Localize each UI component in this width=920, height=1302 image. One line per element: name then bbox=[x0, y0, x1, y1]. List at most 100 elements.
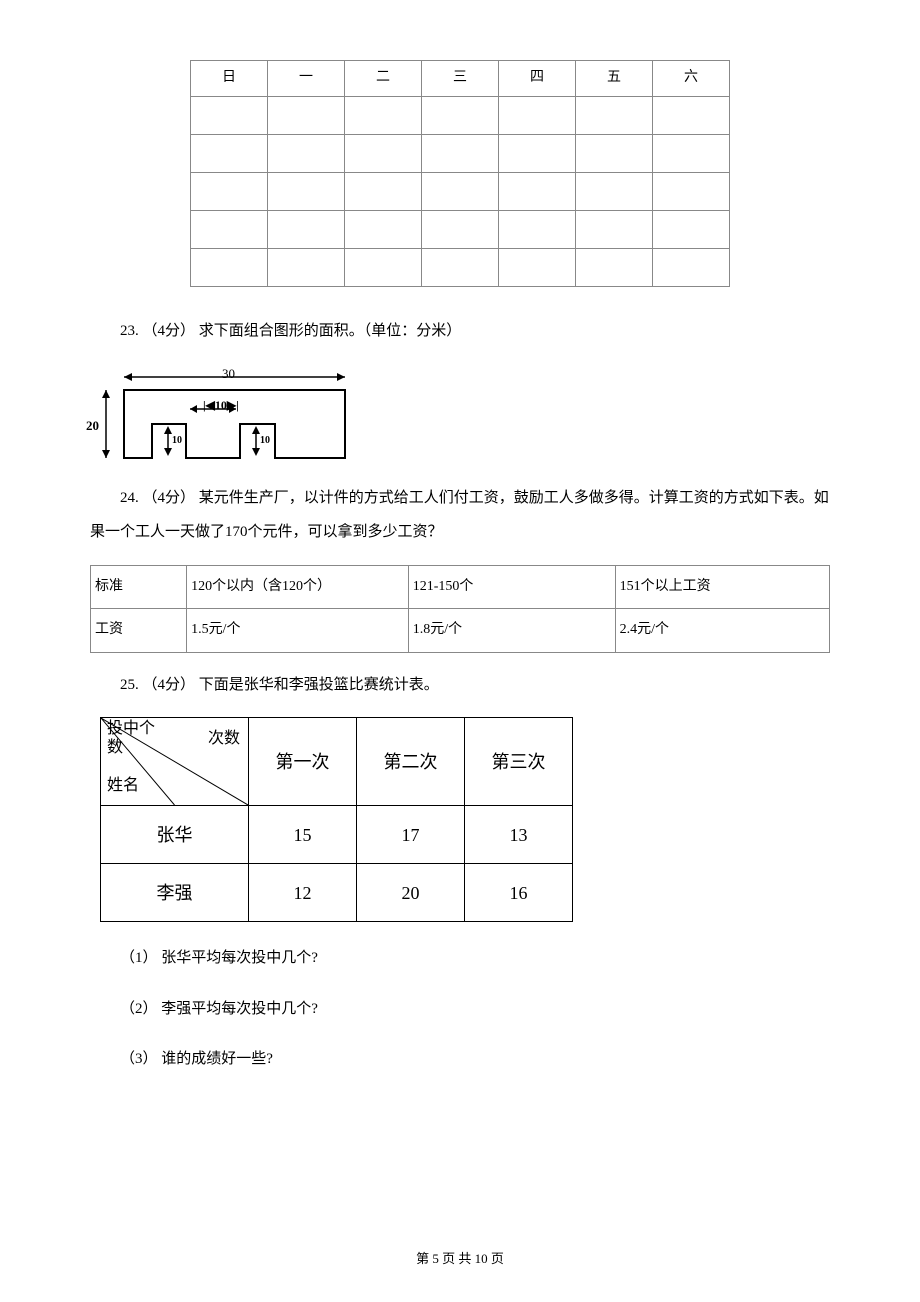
dim-h10a-label: 10 bbox=[172, 431, 182, 450]
q24-points: （4分） bbox=[143, 490, 196, 506]
q24-label: 24. bbox=[120, 490, 139, 506]
q25-text: 25. （4分） 下面是张华和李强投篮比赛统计表。 bbox=[90, 671, 830, 700]
calendar-header-row: 日 一 二 三 四 五 六 bbox=[191, 61, 730, 97]
calendar-row bbox=[191, 135, 730, 173]
calendar-cell bbox=[345, 249, 422, 287]
calendar-cell bbox=[422, 249, 499, 287]
calendar-row bbox=[191, 97, 730, 135]
calendar-row bbox=[191, 249, 730, 287]
calendar-th: 一 bbox=[268, 61, 345, 97]
calendar-cell bbox=[268, 249, 345, 287]
stats-val: 17 bbox=[357, 806, 465, 864]
q24-body-pre: 某元件生产厂，以计件的方式给工人们付工资，鼓励工人多做多得。计算工资的方式如下表… bbox=[199, 490, 829, 506]
dim-30-label: 30 bbox=[222, 362, 235, 387]
calendar-cell bbox=[191, 97, 268, 135]
calendar-cell bbox=[422, 97, 499, 135]
q23-label: 23. bbox=[120, 323, 139, 339]
calendar-cell bbox=[191, 249, 268, 287]
calendar-cell bbox=[191, 135, 268, 173]
stats-header-row: 投中个数 次数 姓名 第一次 第二次 第三次 bbox=[101, 718, 573, 806]
stats-row: 张华 15 17 13 bbox=[101, 806, 573, 864]
wage-row: 工资 1.5元/个 1.8元/个 2.4元/个 bbox=[91, 609, 830, 653]
calendar-cell bbox=[499, 97, 576, 135]
calendar-cell bbox=[268, 135, 345, 173]
calendar-row bbox=[191, 173, 730, 211]
stats-name: 李强 bbox=[101, 864, 249, 922]
wage-table: 标准 120个以内（含120个） 121-150个 151个以上工资 工资 1.… bbox=[90, 565, 830, 653]
q23-points: （4分） bbox=[143, 323, 196, 339]
q23-diagram: 30 20 |◀10▶| 10 10 bbox=[90, 364, 360, 464]
calendar-th: 日 bbox=[191, 61, 268, 97]
calendar-th: 六 bbox=[653, 61, 730, 97]
calendar-cell bbox=[576, 135, 653, 173]
calendar-cell bbox=[268, 97, 345, 135]
q23-body: 求下面组合图形的面积。（单位：分米） bbox=[199, 323, 462, 339]
calendar-cell bbox=[422, 211, 499, 249]
wage-cell: 121-150个 bbox=[408, 565, 615, 609]
stats-table: 投中个数 次数 姓名 第一次 第二次 第三次 张华 15 17 13 李强 12… bbox=[100, 717, 573, 922]
q25-sub3: （3） 谁的成绩好一些? bbox=[90, 1045, 830, 1074]
wage-cell: 1.8元/个 bbox=[408, 609, 615, 653]
calendar-cell bbox=[345, 135, 422, 173]
diag-bl-label: 姓名 bbox=[107, 771, 139, 801]
q25-body: 下面是张华和李强投篮比赛统计表。 bbox=[199, 677, 439, 693]
calendar-cell bbox=[345, 173, 422, 211]
calendar-cell bbox=[576, 249, 653, 287]
calendar-cell bbox=[191, 173, 268, 211]
calendar-th: 五 bbox=[576, 61, 653, 97]
calendar-th: 三 bbox=[422, 61, 499, 97]
calendar-cell bbox=[576, 211, 653, 249]
calendar-cell bbox=[345, 97, 422, 135]
wage-cell: 151个以上工资 bbox=[615, 565, 829, 609]
calendar-cell bbox=[653, 135, 730, 173]
wage-cell: 标准 bbox=[91, 565, 187, 609]
stats-val: 15 bbox=[249, 806, 357, 864]
page-footer: 第 5 页 共 10 页 bbox=[0, 1247, 920, 1272]
calendar-cell bbox=[653, 249, 730, 287]
stats-val: 12 bbox=[249, 864, 357, 922]
wage-cell: 1.5元/个 bbox=[187, 609, 409, 653]
calendar-cell bbox=[653, 211, 730, 249]
calendar-cell bbox=[499, 135, 576, 173]
q25-label: 25. bbox=[120, 677, 139, 693]
stats-col-header: 第一次 bbox=[249, 718, 357, 806]
dim-20-label: 20 bbox=[86, 414, 99, 439]
q24-text-line1: 24. （4分） 某元件生产厂，以计件的方式给工人们付工资，鼓励工人多做多得。计… bbox=[90, 484, 830, 513]
q25-points: （4分） bbox=[143, 677, 196, 693]
stats-val: 20 bbox=[357, 864, 465, 922]
wage-cell: 120个以内（含120个） bbox=[187, 565, 409, 609]
calendar-th: 二 bbox=[345, 61, 422, 97]
calendar-cell bbox=[499, 249, 576, 287]
calendar-table: 日 一 二 三 四 五 六 bbox=[190, 60, 730, 287]
calendar-cell bbox=[422, 135, 499, 173]
calendar-th: 四 bbox=[499, 61, 576, 97]
calendar-cell bbox=[653, 173, 730, 211]
dim-w10-label: |◀10▶| bbox=[203, 394, 239, 417]
stats-col-header: 第二次 bbox=[357, 718, 465, 806]
stats-diag-cell: 投中个数 次数 姓名 bbox=[101, 718, 249, 806]
wage-row: 标准 120个以内（含120个） 121-150个 151个以上工资 bbox=[91, 565, 830, 609]
dim-h10b-label: 10 bbox=[260, 431, 270, 450]
calendar-row bbox=[191, 211, 730, 249]
q23-text: 23. （4分） 求下面组合图形的面积。（单位：分米） bbox=[90, 317, 830, 346]
stats-col-header: 第三次 bbox=[465, 718, 573, 806]
calendar-cell bbox=[576, 97, 653, 135]
stats-row: 李强 12 20 16 bbox=[101, 864, 573, 922]
q25-sub2: （2） 李强平均每次投中几个? bbox=[90, 995, 830, 1024]
calendar-cell bbox=[576, 173, 653, 211]
calendar-cell bbox=[653, 97, 730, 135]
diag-tl-label: 投中个数 bbox=[107, 720, 155, 757]
stats-name: 张华 bbox=[101, 806, 249, 864]
calendar-cell bbox=[268, 211, 345, 249]
diag-tr-label: 次数 bbox=[208, 724, 240, 754]
calendar-cell bbox=[499, 173, 576, 211]
calendar-cell bbox=[191, 211, 268, 249]
calendar-cell bbox=[268, 173, 345, 211]
wage-cell: 2.4元/个 bbox=[615, 609, 829, 653]
q24-text-line2: 果一个工人一天做了170个元件，可以拿到多少工资？ bbox=[90, 518, 830, 547]
stats-val: 16 bbox=[465, 864, 573, 922]
calendar-body bbox=[191, 97, 730, 287]
calendar-cell bbox=[345, 211, 422, 249]
wage-cell: 工资 bbox=[91, 609, 187, 653]
q25-sub1: （1） 张华平均每次投中几个? bbox=[90, 944, 830, 973]
